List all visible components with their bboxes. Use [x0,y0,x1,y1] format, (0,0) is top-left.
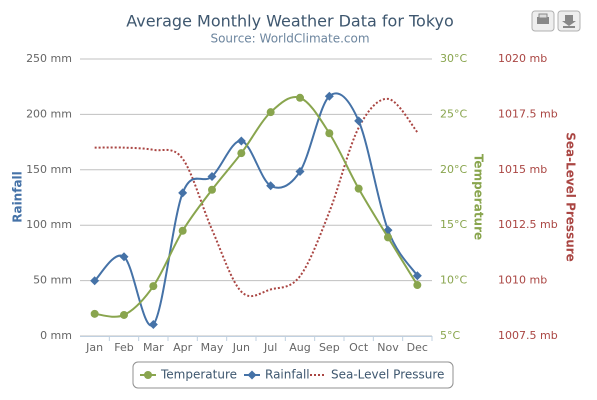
x-tick-label: Nov [377,341,399,354]
y-tick-label: 50 mm [33,274,72,287]
data-point [266,108,275,117]
y2-tick-label: 30°C [440,52,467,65]
data-point [119,252,129,262]
data-point [90,309,99,318]
legend-label: Rainfall [265,368,310,382]
data-point [412,271,422,281]
data-point [90,276,100,286]
series-line [93,92,419,327]
chart-title: Average Monthly Weather Data for Tokyo [126,12,454,31]
y3-tick-label: 1007.5 mb [498,329,558,342]
x-tick-label: May [201,341,224,354]
x-tick-label: Dec [407,341,428,354]
y3-tick-label: 1020 mb [498,52,547,65]
y-tick-label: 100 mm [26,218,72,231]
legend-marker [144,371,152,379]
x-tick-label: Oct [349,341,369,354]
y3-tick-label: 1017.5 mb [498,107,558,120]
data-point [384,233,392,242]
chart-subtitle: Source: WorldClimate.com [210,32,369,46]
data-point [149,282,158,291]
y2-tick-label: 5°C [440,329,460,342]
x-tick-label: Jun [232,341,250,354]
data-point [208,185,216,194]
y2-tick-label: 20°C [440,163,467,176]
x-tick-label: Feb [114,341,133,354]
x-tick-label: Jan [85,341,103,354]
data-point [354,184,363,193]
y-tick-label: 250 mm [26,52,72,65]
data-point [236,136,246,146]
y3-tick-label: 1012.5 mb [498,218,558,231]
series-line [94,97,419,298]
data-point [207,171,217,181]
y-axis-title: Rainfall [11,171,25,223]
y3-tick-label: 1010 mb [498,274,547,287]
data-point [266,181,276,191]
x-tick-label: Mar [143,341,164,354]
y2-tick-label: 15°C [440,218,467,231]
y-tick-label: 200 mm [26,107,72,120]
data-point [413,281,422,290]
data-point [178,188,188,198]
y3-tick-label: 1015 mb [498,163,547,176]
series-line [94,96,419,318]
x-tick-label: Aug [289,341,310,354]
y3-axis-title: Sea-Level Pressure [564,132,578,262]
x-tick-label: Sep [319,341,340,354]
legend-marker [247,370,257,380]
data-point [295,166,305,176]
legend-label: Sea-Level Pressure [331,368,444,382]
data-point [120,310,128,319]
data-point [296,93,304,102]
legend-label: Temperature [160,368,237,382]
y2-tick-label: 25°C [440,107,467,120]
data-point [325,129,334,138]
y2-axis-title: Temperature [472,154,486,240]
y-tick-label: 0 mm [40,329,72,342]
data-point [324,91,334,101]
print-button[interactable] [531,10,555,32]
y2-tick-label: 10°C [440,274,467,287]
data-point [178,226,187,235]
export-button[interactable] [557,10,581,32]
data-point [237,149,246,158]
y-tick-label: 150 mm [26,163,72,176]
legend-box [132,361,454,389]
x-tick-label: Apr [173,341,193,354]
x-tick-label: Jul [263,341,277,354]
data-point [148,319,158,329]
data-point [354,116,364,126]
